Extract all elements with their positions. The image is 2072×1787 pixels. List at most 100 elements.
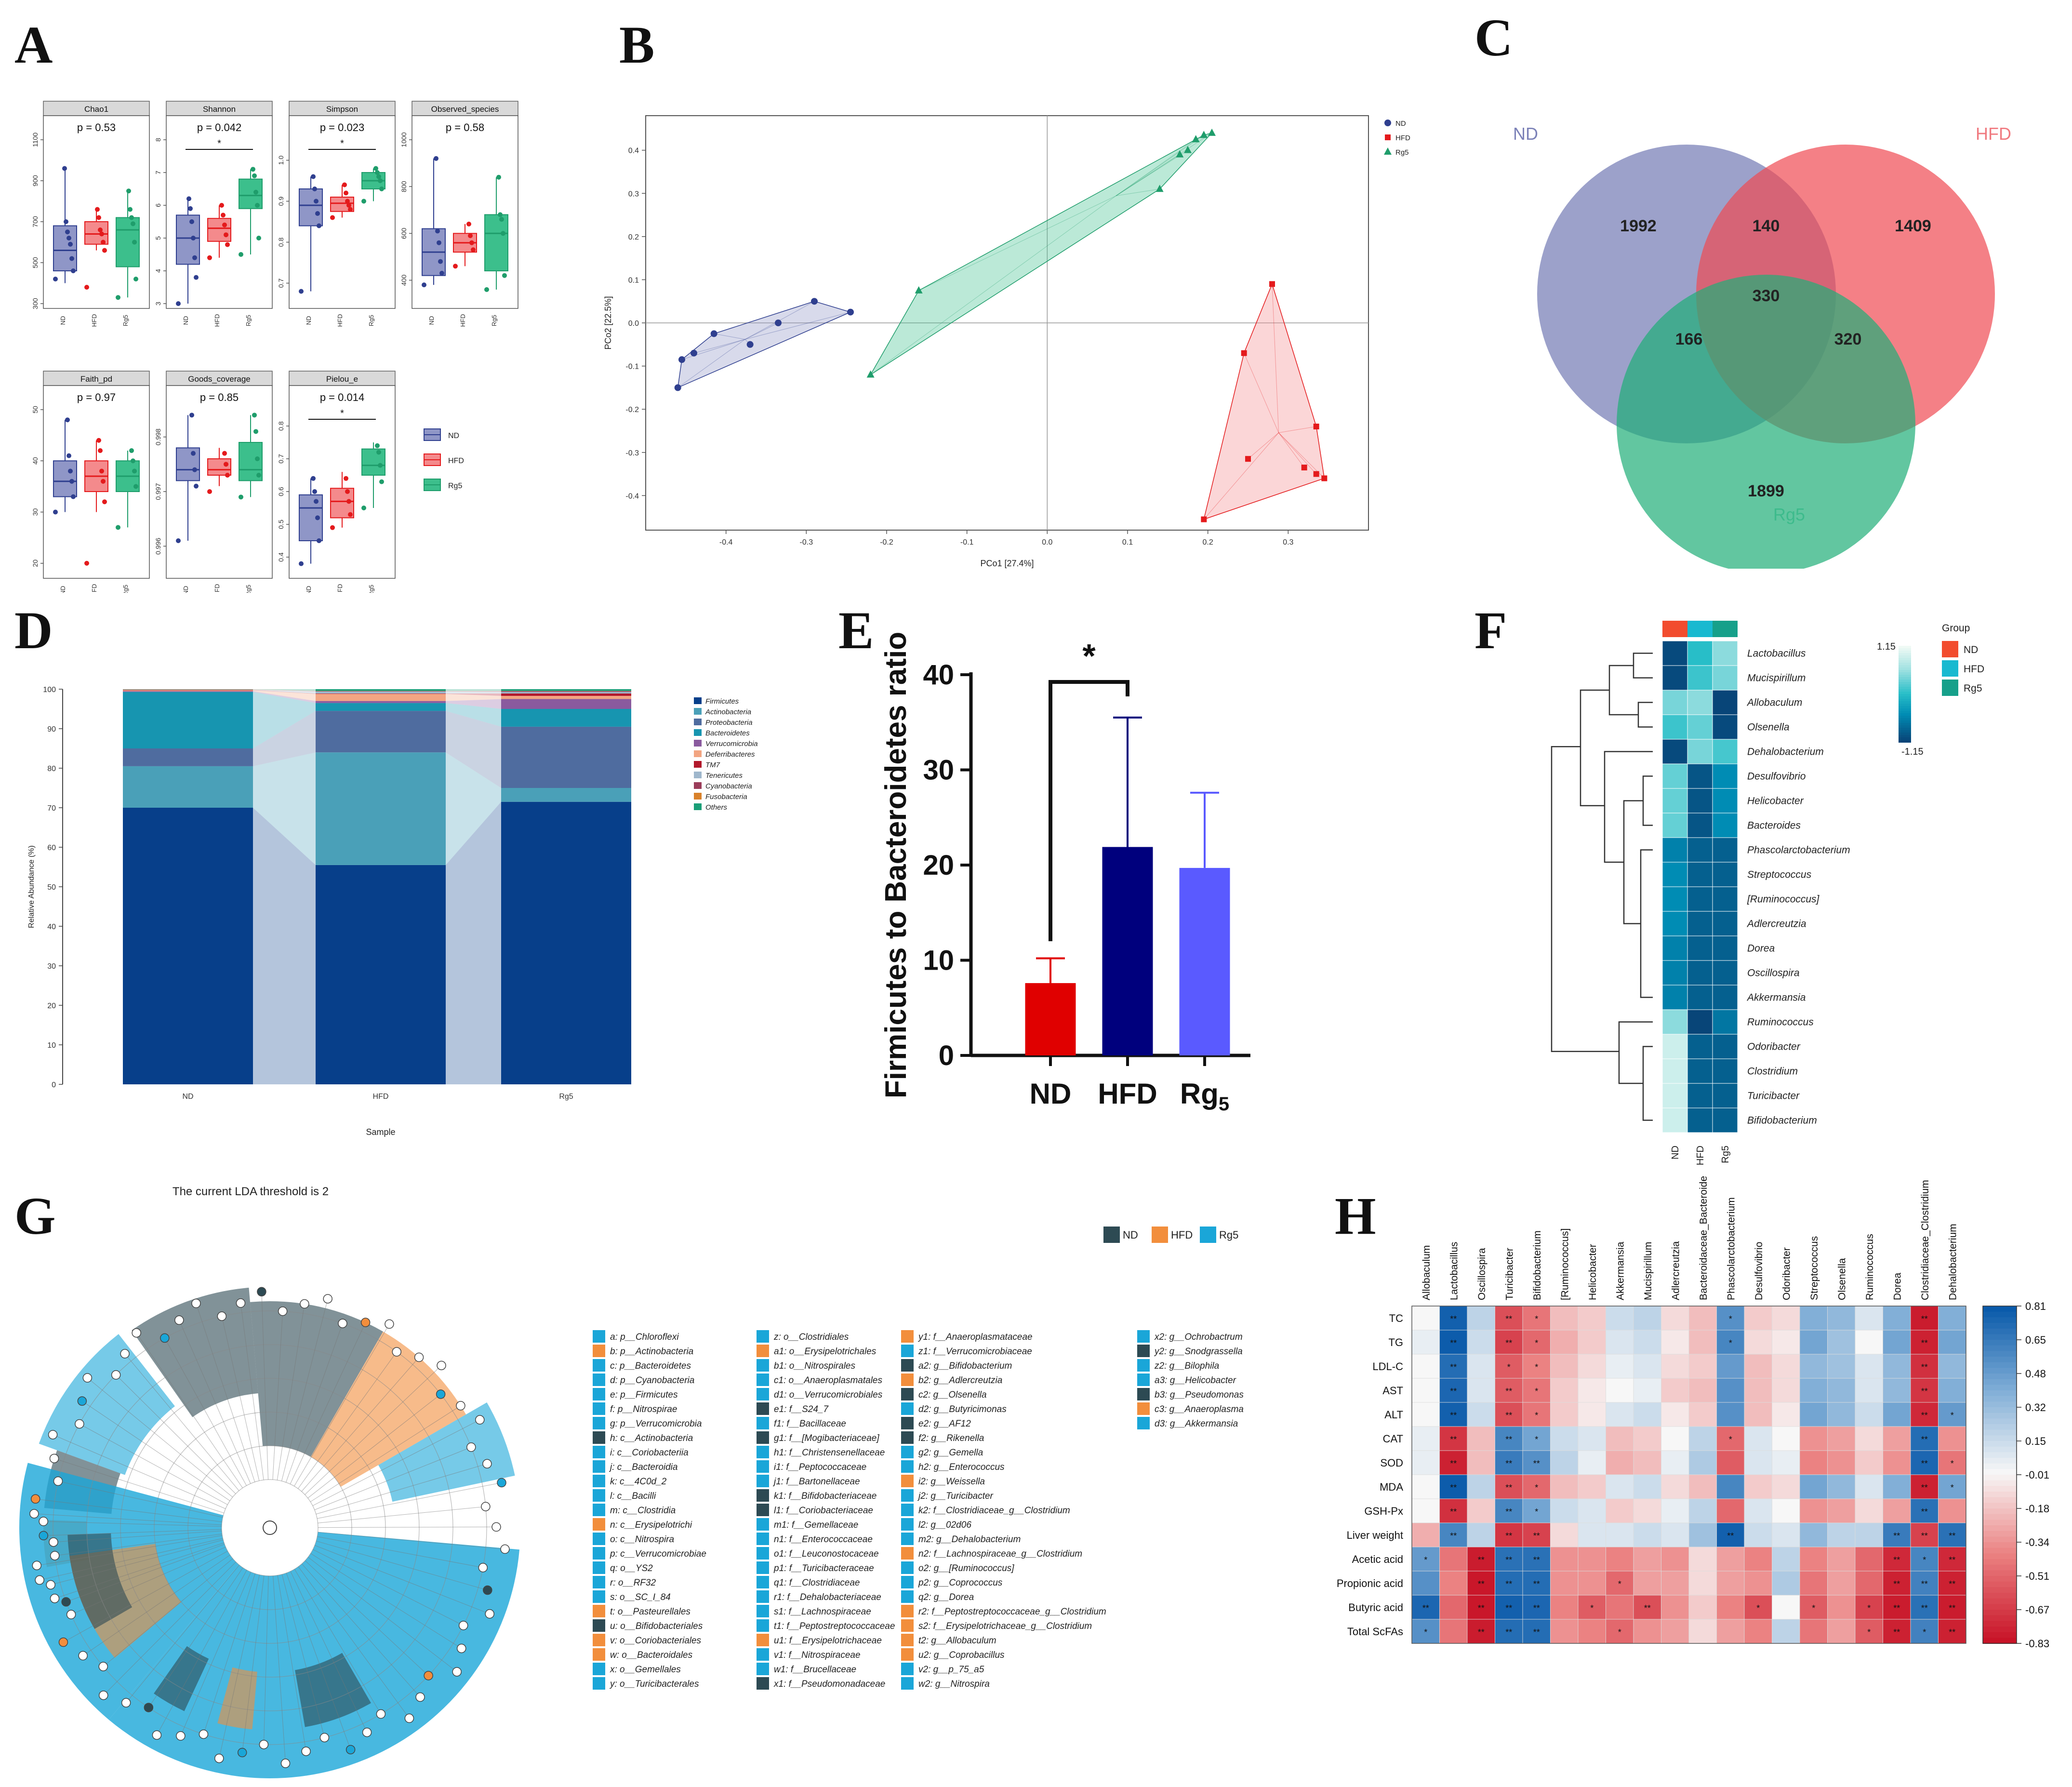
facet-strip — [289, 371, 396, 386]
y-tick-label: 20 — [47, 1002, 56, 1010]
significance-star: ** — [1949, 1627, 1955, 1637]
tree-ring — [187, 1445, 352, 1610]
dendrogram-branch — [1551, 746, 1619, 1052]
y-tick-label: 0.1 — [628, 276, 639, 284]
alluvial-link — [446, 699, 501, 709]
heatmap-cell — [1687, 788, 1713, 813]
heatmap-cell — [1712, 862, 1738, 887]
heatmap-cell — [1439, 1330, 1468, 1355]
tree-branch — [196, 1303, 255, 1482]
heatmap-cell — [1855, 1402, 1883, 1427]
heatmap-cell — [1633, 1522, 1661, 1547]
heatmap-cell — [1744, 1571, 1772, 1596]
heatmap-cell — [1578, 1426, 1606, 1451]
segment-firmicutes — [501, 801, 631, 1084]
sample-point — [315, 515, 320, 520]
venn-count-nd-rg5: 166 — [1675, 330, 1703, 348]
alluvial-link — [446, 693, 501, 696]
scale-gradient-step — [1983, 1492, 2017, 1498]
sample-point — [129, 448, 134, 453]
scale-gradient-step — [1983, 1390, 2017, 1397]
heatmap-cell — [1827, 1402, 1856, 1427]
tree-node — [144, 1703, 154, 1712]
scale-gradient-step — [1983, 1458, 2017, 1464]
heatmap-cell — [1633, 1354, 1661, 1379]
heatmap-cell — [1550, 1619, 1579, 1644]
box-nd — [53, 460, 77, 497]
tree-branch — [51, 1539, 224, 1585]
significance-star: * — [1867, 1627, 1871, 1637]
heatmap-cell — [1799, 1426, 1828, 1451]
x-tick-label: Rg5 — [245, 585, 252, 593]
heatmap-cell — [1522, 1619, 1551, 1644]
y-tick-label: 80 — [47, 765, 56, 773]
facet-faith_pd: Faith_pdp = 0.97 20 30 40 50 ND HFD Rg5 — [31, 371, 150, 593]
segment-actinobacteria — [316, 752, 446, 865]
segment-actinobacteria — [501, 788, 631, 802]
tree-node — [61, 1597, 71, 1607]
key-label: r1: f__Dehalobacteriaceae — [774, 1592, 881, 1602]
heatmap-cell — [1578, 1450, 1606, 1475]
heatmap-row: Ruminococcus — [1662, 1009, 1814, 1035]
heatmap-cell — [1712, 763, 1738, 789]
sample-point — [1313, 424, 1319, 429]
heatmap-cell — [1827, 1522, 1856, 1547]
heatmap-cell — [1938, 1547, 1966, 1572]
row-label: Dehalobacterium — [1747, 747, 1824, 758]
y-tick-label: 900 — [31, 175, 39, 187]
heatmap-cell — [1938, 1354, 1966, 1379]
tree-branch — [305, 1560, 429, 1676]
y-tick-label: 10 — [47, 1041, 56, 1050]
key-label: g: p__Verrucomicrobia — [610, 1419, 702, 1429]
tree-node — [456, 1643, 466, 1654]
tree-node — [199, 1729, 209, 1739]
significance-star: ** — [1921, 1459, 1928, 1468]
significance-star: ** — [1921, 1387, 1928, 1396]
sample-point — [131, 458, 135, 464]
heatmap-cell — [1712, 886, 1738, 912]
scale-gradient-step — [1983, 1345, 2017, 1352]
segment-deferribacteres — [123, 690, 253, 692]
tree-branch — [157, 1570, 247, 1735]
key-swatch — [901, 1547, 914, 1560]
key-label: c: p__Bacteroidetes — [610, 1361, 691, 1371]
key-label: a1: o__Erysipelotrichales — [774, 1347, 877, 1357]
row-label: Propionic acid — [1337, 1577, 1403, 1589]
tree-branch — [294, 1324, 390, 1487]
tree-node — [237, 1747, 247, 1758]
y-tick-label: 30 — [923, 755, 954, 786]
tree-node — [49, 1537, 58, 1547]
legend-swatch — [694, 729, 702, 736]
x-tick-label: HFD — [459, 314, 466, 327]
scale-gradient-step — [1899, 711, 1911, 714]
heatmap-cell — [1578, 1522, 1606, 1547]
significance-star: ** — [1478, 1627, 1485, 1637]
sample-point — [66, 236, 71, 240]
heatmap-cell — [1687, 813, 1713, 838]
sample-point — [344, 190, 348, 196]
scale-gradient-step — [1983, 1396, 2017, 1402]
heatmap-cell — [1411, 1378, 1440, 1403]
tree-node — [319, 1733, 330, 1743]
y-tick-label: 0.8 — [277, 421, 285, 431]
scale-gradient-step — [1899, 704, 1911, 707]
key-swatch — [901, 1648, 914, 1661]
heatmap-cell — [1578, 1474, 1606, 1499]
key-swatch — [1137, 1374, 1150, 1386]
venn-count-hfd-rg5: 320 — [1834, 330, 1862, 348]
key-swatch — [901, 1417, 914, 1429]
cladogram-title: The current LDA threshold is 2 — [173, 1185, 329, 1198]
tree-branch — [272, 1311, 283, 1480]
sample-point — [101, 479, 106, 484]
heatmap-cell — [1661, 1330, 1689, 1355]
y-tick-label: 3 — [154, 302, 162, 306]
key-label: e1: f__S24_7 — [774, 1404, 829, 1414]
scale-gradient-step — [1983, 1413, 2017, 1419]
column-label: Olsenella — [1836, 1258, 1847, 1300]
key-swatch — [1137, 1345, 1150, 1357]
significance-star: ** — [1450, 1314, 1457, 1324]
key-swatch — [901, 1431, 914, 1444]
clade-sector-hfd — [311, 1331, 466, 1487]
heatmap-cell — [1687, 911, 1713, 936]
segment-others — [316, 689, 446, 691]
